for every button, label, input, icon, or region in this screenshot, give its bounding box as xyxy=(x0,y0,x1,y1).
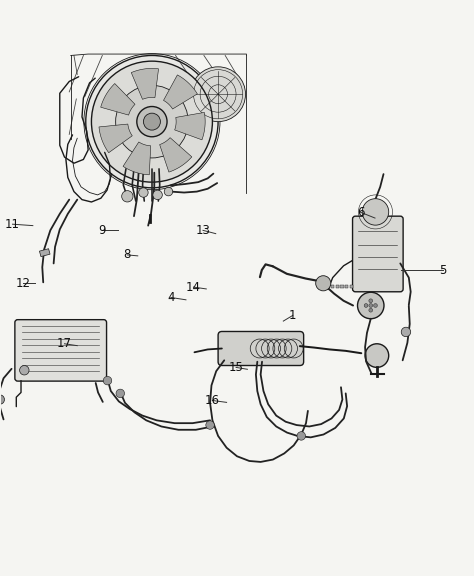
Circle shape xyxy=(103,376,112,385)
Circle shape xyxy=(91,61,212,182)
Circle shape xyxy=(369,308,373,312)
FancyBboxPatch shape xyxy=(218,331,304,366)
Text: 1: 1 xyxy=(289,309,297,322)
Text: 6: 6 xyxy=(357,206,365,219)
Circle shape xyxy=(191,67,246,122)
Text: 9: 9 xyxy=(99,224,106,237)
Polygon shape xyxy=(160,138,192,172)
Circle shape xyxy=(316,276,331,291)
Polygon shape xyxy=(131,69,158,99)
Circle shape xyxy=(357,292,384,319)
FancyBboxPatch shape xyxy=(15,320,107,381)
Text: 4: 4 xyxy=(167,291,174,304)
Text: 8: 8 xyxy=(124,248,131,262)
Bar xyxy=(345,285,348,289)
Text: 12: 12 xyxy=(16,277,31,290)
Text: 13: 13 xyxy=(196,224,210,237)
Circle shape xyxy=(144,113,160,130)
Circle shape xyxy=(86,55,218,188)
Circle shape xyxy=(365,344,389,367)
Bar xyxy=(336,285,339,289)
Text: 14: 14 xyxy=(186,281,201,294)
Circle shape xyxy=(401,327,410,337)
Circle shape xyxy=(0,395,4,404)
Text: 11: 11 xyxy=(5,218,20,231)
Circle shape xyxy=(369,304,373,308)
Circle shape xyxy=(116,85,188,158)
Bar xyxy=(340,285,344,289)
Polygon shape xyxy=(164,75,197,109)
Circle shape xyxy=(297,431,306,440)
Circle shape xyxy=(116,389,125,397)
Circle shape xyxy=(153,190,162,200)
Circle shape xyxy=(206,421,214,429)
Bar xyxy=(326,285,329,289)
Polygon shape xyxy=(174,112,205,140)
Circle shape xyxy=(122,191,133,202)
Circle shape xyxy=(362,199,389,225)
Text: 15: 15 xyxy=(228,361,244,374)
Polygon shape xyxy=(100,84,135,115)
Bar xyxy=(331,285,334,289)
FancyBboxPatch shape xyxy=(353,216,403,292)
Text: 16: 16 xyxy=(205,394,220,407)
Polygon shape xyxy=(99,124,132,153)
Circle shape xyxy=(374,304,377,308)
Circle shape xyxy=(364,304,368,308)
Circle shape xyxy=(137,107,167,137)
Bar xyxy=(39,249,50,257)
Text: 5: 5 xyxy=(439,264,447,276)
Circle shape xyxy=(164,187,173,196)
Bar xyxy=(350,285,353,289)
Polygon shape xyxy=(123,142,151,175)
Text: 17: 17 xyxy=(57,338,72,350)
Circle shape xyxy=(369,299,373,302)
Circle shape xyxy=(139,188,148,197)
Circle shape xyxy=(19,366,29,375)
